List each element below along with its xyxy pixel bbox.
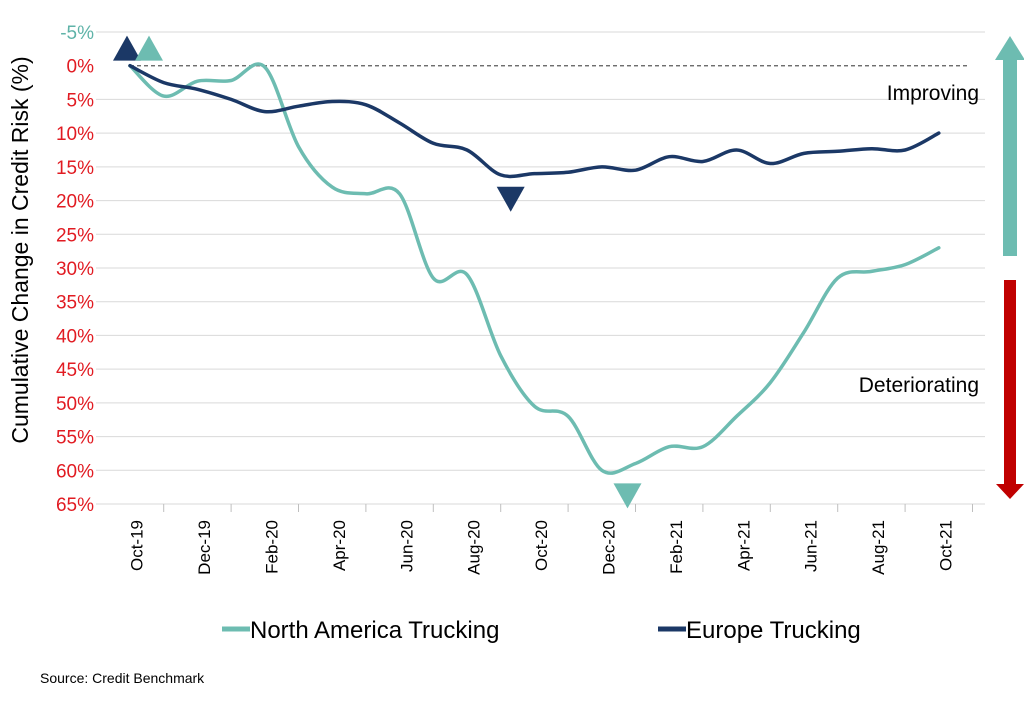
improving-annotation: Improving (887, 82, 979, 105)
y-tick-label: 50% (56, 394, 94, 415)
y-tick-label: 5% (67, 90, 95, 111)
y-tick-label: 0% (67, 57, 95, 78)
y-axis-label: Cumulative Change in Credit Risk (%) (7, 56, 33, 443)
y-tick-label: 15% (56, 158, 94, 179)
x-tick-label: Dec-19 (195, 520, 214, 575)
y-tick-label: 55% (56, 428, 94, 449)
improving-arrow-shaft (1003, 58, 1017, 256)
x-tick-label: Jun-21 (802, 520, 821, 572)
y-tick-label: 35% (56, 293, 94, 314)
x-tick-label: Oct-21 (937, 520, 956, 571)
y-tick-label: 45% (56, 360, 94, 381)
peak-markers (113, 35, 642, 509)
y-tick-label: -5% (60, 23, 94, 44)
x-tick-label: Dec-20 (600, 520, 619, 575)
x-tick-label: Oct-20 (532, 520, 551, 571)
deteriorating-annotation: Deteriorating (859, 374, 979, 397)
grid-lines (96, 31, 985, 505)
x-tick-label: Apr-21 (734, 520, 753, 571)
x-tick-label: Feb-21 (667, 520, 686, 574)
marker-up-north-america-trucking (135, 35, 163, 61)
x-tick-label: Aug-21 (869, 520, 888, 575)
y-tick-label: 40% (56, 326, 94, 347)
y-tick-label: 60% (56, 461, 94, 482)
marker-down-north-america-trucking (613, 483, 642, 509)
x-tick-label: Apr-20 (330, 520, 349, 571)
legend: North America Trucking Europe Trucking (222, 617, 861, 644)
x-axis-ticks: Oct-19 Dec-19 Feb-20 Apr-20 Jun-20 Aug-20 Oct-… (128, 504, 973, 575)
series-line-north-america (128, 62, 941, 475)
y-tick-label: 20% (56, 192, 94, 213)
y-tick-label: 10% (56, 124, 94, 145)
deteriorating-arrow-shaft (1004, 280, 1016, 486)
series-line-europe (128, 63, 941, 179)
y-tick-label: 30% (56, 259, 94, 280)
y-tick-label: 65% (56, 495, 94, 516)
x-tick-label: Oct-19 (128, 520, 147, 571)
marker-up-europe-trucking (113, 35, 141, 61)
marker-down-europe-trucking (496, 186, 525, 212)
legend-label-north-america: North America Trucking (250, 617, 499, 644)
x-tick-label: Jun-20 (397, 520, 416, 572)
direction-arrows (995, 36, 1024, 499)
improving-arrow-head (995, 36, 1024, 60)
deteriorating-arrow-head (996, 484, 1024, 499)
y-tick-label: 25% (56, 225, 94, 246)
series-lines (128, 62, 941, 475)
source-note: Source: Credit Benchmark (40, 670, 205, 686)
x-tick-label: Aug-20 (465, 520, 484, 575)
legend-label-europe: Europe Trucking (686, 617, 861, 644)
x-tick-label: Feb-20 (263, 520, 282, 574)
y-axis-ticks: -5% 0% 5% 10% 15% 20% 25% 30% 35% 40% 45% 50% 55% 60%… (56, 23, 94, 516)
